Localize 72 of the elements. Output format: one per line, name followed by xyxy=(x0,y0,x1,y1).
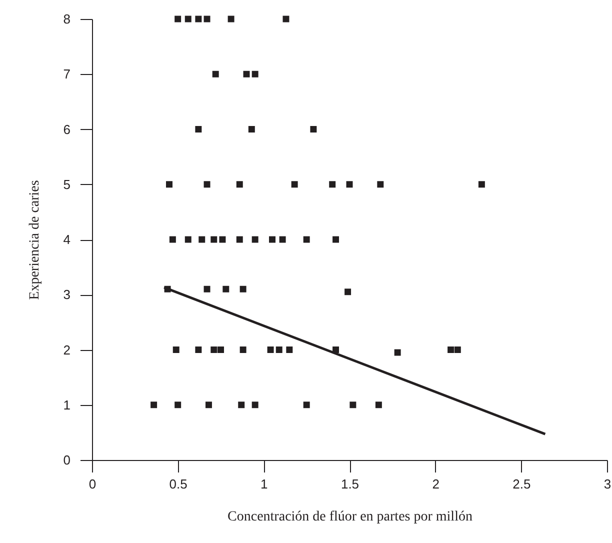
point xyxy=(174,16,182,22)
point xyxy=(204,286,210,292)
point xyxy=(212,70,219,78)
point xyxy=(222,286,230,292)
point xyxy=(236,236,243,243)
y-tick-label: 5 xyxy=(63,176,70,192)
y-tick-label: 8 xyxy=(63,12,70,26)
point xyxy=(269,236,276,243)
point xyxy=(350,402,356,408)
x-tick-label: 0 xyxy=(88,476,96,492)
point xyxy=(169,236,176,243)
point xyxy=(210,346,218,353)
point xyxy=(252,70,258,78)
point xyxy=(291,181,298,188)
point xyxy=(267,346,274,353)
y-tick-label: 3 xyxy=(63,287,70,302)
point xyxy=(218,346,224,353)
x-tick-label: 3 xyxy=(604,476,612,492)
y-tick-label: 2 xyxy=(63,342,70,358)
point xyxy=(478,181,485,188)
point xyxy=(219,236,226,243)
point xyxy=(454,346,461,353)
x-tick-label: 1 xyxy=(260,476,268,492)
point xyxy=(238,402,245,408)
point xyxy=(204,181,210,188)
y-tick-label: 0 xyxy=(63,452,70,468)
point xyxy=(252,236,258,243)
point xyxy=(303,402,310,408)
point xyxy=(184,16,192,22)
point xyxy=(375,402,382,408)
point xyxy=(240,346,246,353)
point xyxy=(166,181,172,188)
point xyxy=(172,346,180,353)
y-tick-label: 4 xyxy=(63,232,70,247)
point xyxy=(174,402,182,408)
point xyxy=(248,126,255,132)
y-tick-label: 6 xyxy=(63,122,70,137)
y-axis-title: Experiencia de caries xyxy=(27,180,42,300)
x-tick-label: 1.5 xyxy=(340,476,360,492)
x-tick-label: 2.5 xyxy=(512,476,531,492)
point xyxy=(332,236,340,243)
point xyxy=(243,70,250,78)
y-tick-label: 1 xyxy=(63,397,70,412)
point xyxy=(310,126,317,132)
y-tick-label: 7 xyxy=(63,66,70,82)
x-tick-label: 0.5 xyxy=(169,476,188,492)
point xyxy=(204,16,210,22)
x-tick-label: 2 xyxy=(432,476,440,492)
point xyxy=(286,346,293,353)
point xyxy=(228,16,234,22)
point xyxy=(205,402,212,408)
point xyxy=(210,236,218,243)
point xyxy=(303,236,310,243)
x-axis-title: Concentración de flúor en partes por millón xyxy=(228,510,472,524)
point xyxy=(195,346,202,353)
point xyxy=(377,181,384,188)
point xyxy=(279,236,286,243)
point xyxy=(276,346,282,353)
point xyxy=(394,349,401,356)
point xyxy=(329,181,336,188)
point xyxy=(252,402,258,408)
point xyxy=(236,181,243,188)
point xyxy=(184,236,192,243)
point xyxy=(198,236,206,243)
point xyxy=(344,288,352,296)
point xyxy=(448,346,454,353)
point xyxy=(150,402,158,408)
point xyxy=(282,16,290,22)
point xyxy=(195,16,202,22)
point xyxy=(240,286,246,292)
point xyxy=(195,126,202,132)
point xyxy=(346,181,353,188)
